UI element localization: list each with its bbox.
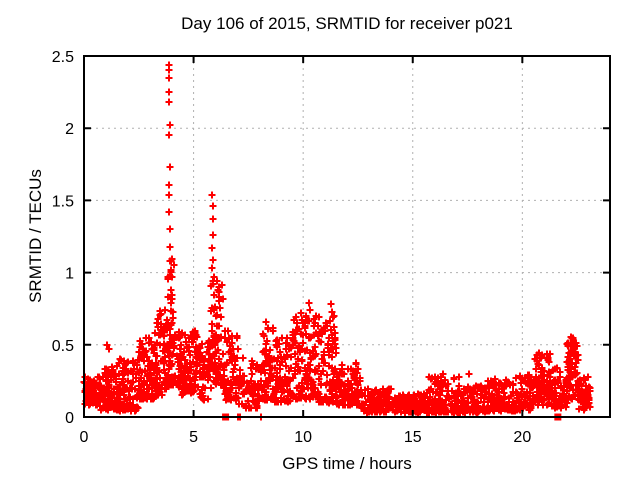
x-tick-label: 0 (80, 429, 89, 446)
plot-border (83, 55, 611, 418)
y-tick-label: 1.5 (52, 193, 74, 210)
x-tick-label: 5 (189, 429, 198, 446)
y-tick-label: 1 (65, 266, 74, 283)
y-tick-label: 0.5 (52, 338, 74, 355)
y-tick-label: 2 (65, 121, 74, 138)
tick-marks (83, 55, 610, 418)
x-tick-label: 15 (404, 429, 422, 446)
y-tick-label: 2.5 (52, 49, 74, 66)
y-tick-label: 0 (65, 410, 74, 427)
x-tick-label: 10 (294, 429, 312, 446)
x-tick-label: 20 (513, 429, 531, 446)
scatter-points (80, 61, 594, 421)
y-axis-label: SRMTID / TECUs (26, 169, 45, 303)
x-axis-label: GPS time / hours (282, 454, 412, 473)
chart-title: Day 106 of 2015, SRMTID for receiver p02… (181, 14, 513, 33)
